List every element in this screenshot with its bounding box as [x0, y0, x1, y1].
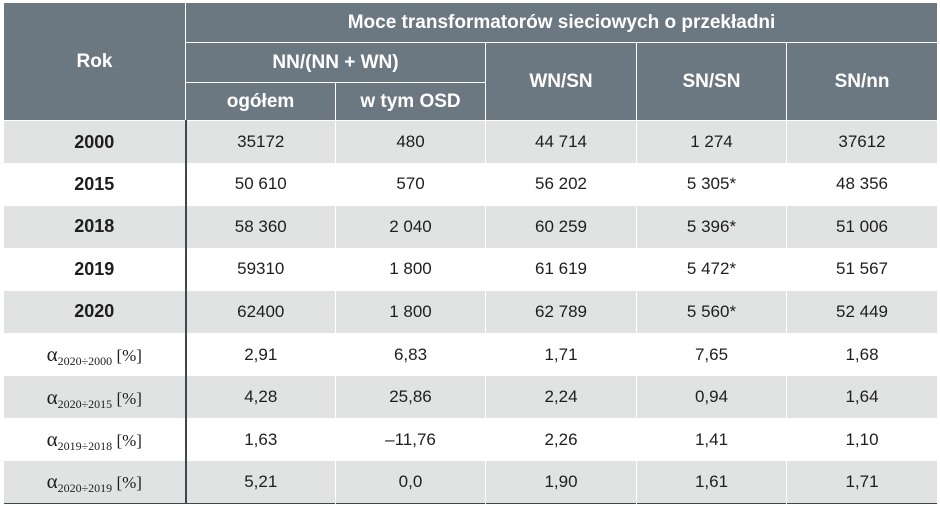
alpha-subscript: 2019÷2018 — [57, 439, 113, 454]
cell-sn-nn: 51 006 — [785, 205, 939, 249]
table-row-alpha: α2019÷2018 [%] 1,63 –11,76 2,26 1,41 1,10 — [3, 418, 939, 461]
table-row: 2018 58 360 2 040 60 259 5 396* 51 006 — [3, 205, 939, 249]
header-sn-sn: SN/SN — [636, 42, 787, 121]
header-ogolem: ogółem — [185, 82, 336, 121]
cell-sn-sn: 1 274 — [636, 120, 787, 164]
cell-w-tym-osd: 6,83 — [335, 333, 486, 376]
cell-ogolem: 58 360 — [185, 205, 336, 249]
cell-wn-sn: 1,71 — [485, 333, 637, 376]
header-row-3: ogółem w tym OSD — [4, 82, 938, 121]
cell-ogolem: 2,91 — [185, 333, 336, 376]
header-row-1: Rok Moce transformatorów sieciowych o pr… — [3, 2, 939, 121]
table-row: 2000 35172 480 44 714 1 274 37612 — [3, 120, 939, 164]
alpha-subscript: 2020÷2019 — [57, 481, 113, 496]
header-sn-nn: SN/nn — [785, 42, 939, 121]
cell-wn-sn: 1,90 — [485, 460, 637, 504]
cell-w-tym-osd: 0,0 — [335, 460, 486, 504]
cell-w-tym-osd: –11,76 — [335, 418, 486, 461]
alpha-symbol: α — [46, 469, 58, 494]
table-row-alpha: α2020÷2015 [%] 4,28 25,86 2,24 0,94 1,64 — [3, 375, 939, 419]
header-rok: Rok — [3, 2, 186, 121]
row-alpha-label: α2020÷2000 [%] — [3, 333, 187, 376]
cell-sn-nn: 1,64 — [785, 375, 939, 419]
cell-ogolem: 1,63 — [185, 418, 336, 461]
alpha-subscript: 2020÷2015 — [57, 396, 113, 411]
cell-sn-sn: 5 305* — [636, 163, 787, 206]
alpha-subscript: 2020÷2000 — [57, 354, 113, 368]
cell-sn-sn: 5 396* — [636, 205, 787, 249]
cell-w-tym-osd: 1 800 — [335, 290, 486, 334]
cell-sn-nn: 37612 — [785, 120, 939, 164]
alpha-unit: [%] — [116, 388, 142, 408]
cell-sn-sn: 1,41 — [636, 418, 787, 461]
header-group-nn: NN/(NN + WN) — [185, 42, 486, 83]
row-year-label: 2015 — [3, 163, 187, 206]
cell-sn-nn: 1,10 — [785, 418, 939, 461]
cell-sn-sn: 7,65 — [636, 333, 787, 376]
cell-wn-sn: 44 714 — [485, 120, 637, 164]
table-row: 2015 50 610 570 56 202 5 305* 48 356 — [3, 163, 939, 206]
cell-sn-sn: 5 472* — [636, 248, 787, 291]
table-row-alpha: α2020÷2019 [%] 5,21 0,0 1,90 1,61 1,71 — [3, 460, 939, 504]
cell-wn-sn: 2,26 — [485, 418, 637, 461]
row-year-label: 2020 — [3, 290, 187, 334]
cell-w-tym-osd: 2 040 — [335, 205, 486, 249]
cell-w-tym-osd: 480 — [335, 120, 486, 164]
cell-ogolem: 50 610 — [185, 163, 336, 206]
cell-ogolem: 4,28 — [185, 375, 336, 419]
cell-wn-sn: 60 259 — [485, 205, 637, 249]
cell-w-tym-osd: 570 — [335, 163, 486, 206]
cell-w-tym-osd: 25,86 — [335, 375, 486, 419]
table-row-alpha: α2020÷2000 [%] 2,91 6,83 1,71 7,65 1,68 — [3, 333, 939, 376]
alpha-symbol: α — [46, 342, 58, 366]
alpha-unit: [%] — [116, 346, 142, 365]
cell-ogolem: 59310 — [185, 248, 336, 291]
cell-wn-sn: 61 619 — [485, 248, 637, 291]
table-body: 2000 35172 480 44 714 1 274 37612 2015 50 610 57… — [3, 120, 939, 504]
cell-sn-nn: 1,71 — [785, 460, 939, 504]
row-year-label: 2019 — [3, 248, 187, 291]
cell-sn-sn: 0,94 — [636, 375, 787, 419]
cell-w-tym-osd: 1 800 — [335, 248, 486, 291]
cell-wn-sn: 2,24 — [485, 375, 637, 419]
cell-ogolem: 62400 — [185, 290, 336, 334]
alpha-symbol: α — [46, 427, 58, 452]
table-row: 2019 59310 1 800 61 619 5 472* 51 567 — [3, 248, 939, 291]
row-alpha-label: α2020÷2015 [%] — [3, 375, 187, 419]
cell-ogolem: 35172 — [185, 120, 336, 164]
table-header: Rok Moce transformatorów sieciowych o pr… — [3, 2, 939, 121]
row-alpha-label: α2019÷2018 [%] — [3, 418, 187, 461]
table-row: 2020 62400 1 800 62 789 5 560* 52 449 — [3, 290, 939, 334]
cell-sn-sn: 1,61 — [636, 460, 787, 504]
cell-ogolem: 5,21 — [185, 460, 336, 504]
transformer-power-table: Rok Moce transformatorów sieciowych o pr… — [3, 2, 939, 504]
alpha-unit: [%] — [116, 473, 142, 493]
cell-wn-sn: 62 789 — [485, 290, 637, 334]
cell-sn-nn: 1,68 — [785, 333, 939, 376]
header-main-title: Moce transformatorów sieciowych o przekł… — [184, 2, 939, 43]
row-year-label: 2000 — [3, 120, 187, 164]
cell-wn-sn: 56 202 — [485, 163, 637, 206]
cell-sn-nn: 48 356 — [785, 163, 939, 206]
alpha-unit: [%] — [116, 431, 142, 451]
alpha-symbol: α — [46, 384, 58, 409]
row-alpha-label: α2020÷2019 [%] — [3, 460, 187, 504]
header-row-2: NN/(NN + WN) WN/SN SN/SN SN/nn — [4, 42, 939, 121]
row-year-label: 2018 — [3, 205, 187, 249]
cell-sn-sn: 5 560* — [636, 290, 787, 334]
header-w-tym-osd: w tym OSD — [335, 82, 486, 121]
cell-sn-nn: 51 567 — [785, 248, 939, 291]
header-wn-sn: WN/SN — [485, 42, 637, 121]
cell-sn-nn: 52 449 — [785, 290, 939, 334]
